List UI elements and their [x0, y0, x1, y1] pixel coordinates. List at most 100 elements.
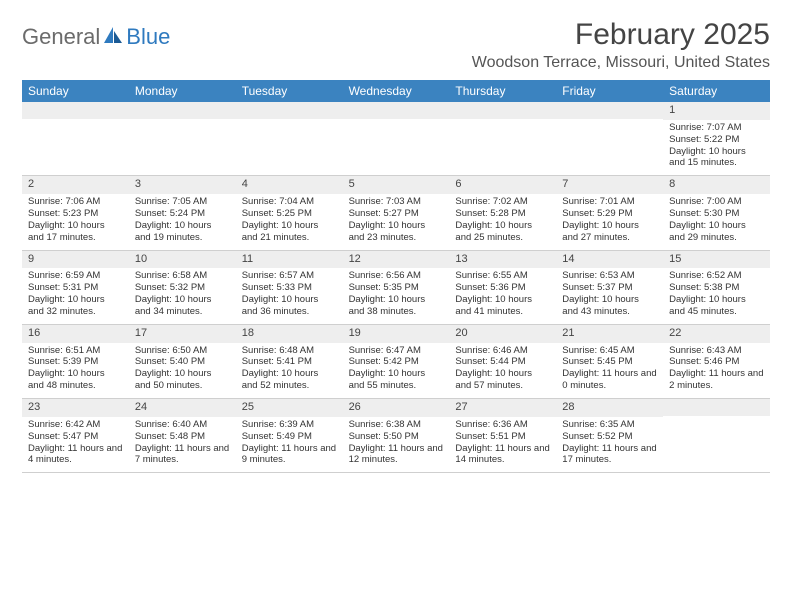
sunset-text: Sunset: 5:51 PM — [455, 431, 550, 443]
sunrise-text: Sunrise: 6:53 AM — [562, 270, 657, 282]
daylight-text: Daylight: 10 hours and 19 minutes. — [135, 220, 230, 244]
sunset-text: Sunset: 5:46 PM — [669, 356, 764, 368]
cell-body: Sunrise: 7:01 AMSunset: 5:29 PMDaylight:… — [556, 194, 663, 250]
sunset-text: Sunset: 5:36 PM — [455, 282, 550, 294]
sunrise-text: Sunrise: 6:40 AM — [135, 419, 230, 431]
sunset-text: Sunset: 5:49 PM — [242, 431, 337, 443]
daylight-text: Daylight: 11 hours and 2 minutes. — [669, 368, 764, 392]
cell-body: Sunrise: 6:36 AMSunset: 5:51 PMDaylight:… — [449, 417, 556, 473]
calendar-cell: 28Sunrise: 6:35 AMSunset: 5:52 PMDayligh… — [556, 399, 663, 472]
sunset-text: Sunset: 5:52 PM — [562, 431, 657, 443]
day-header-cell: Saturday — [663, 80, 770, 102]
daylight-text: Daylight: 10 hours and 50 minutes. — [135, 368, 230, 392]
logo-sail-icon — [102, 25, 124, 50]
sunset-text: Sunset: 5:45 PM — [562, 356, 657, 368]
cell-body: Sunrise: 6:38 AMSunset: 5:50 PMDaylight:… — [343, 417, 450, 473]
sunset-text: Sunset: 5:31 PM — [28, 282, 123, 294]
cell-body: Sunrise: 6:35 AMSunset: 5:52 PMDaylight:… — [556, 417, 663, 473]
cell-body — [129, 119, 236, 167]
sunset-text: Sunset: 5:42 PM — [349, 356, 444, 368]
sunrise-text: Sunrise: 6:45 AM — [562, 345, 657, 357]
sunrise-text: Sunrise: 6:59 AM — [28, 270, 123, 282]
sunset-text: Sunset: 5:44 PM — [455, 356, 550, 368]
sunset-text: Sunset: 5:48 PM — [135, 431, 230, 443]
daylight-text: Daylight: 10 hours and 38 minutes. — [349, 294, 444, 318]
day-number: 3 — [129, 176, 236, 194]
sunset-text: Sunset: 5:29 PM — [562, 208, 657, 220]
sunrise-text: Sunrise: 6:39 AM — [242, 419, 337, 431]
week-row: 2Sunrise: 7:06 AMSunset: 5:23 PMDaylight… — [22, 176, 770, 250]
calendar-cell — [236, 102, 343, 175]
day-number — [129, 102, 236, 119]
day-number: 4 — [236, 176, 343, 194]
daylight-text: Daylight: 10 hours and 41 minutes. — [455, 294, 550, 318]
sunrise-text: Sunrise: 6:35 AM — [562, 419, 657, 431]
day-number: 17 — [129, 325, 236, 343]
sunrise-text: Sunrise: 6:52 AM — [669, 270, 764, 282]
page-title: February 2025 — [472, 18, 770, 52]
location-label: Woodson Terrace, Missouri, United States — [472, 54, 770, 72]
day-header-cell: Sunday — [22, 80, 129, 102]
cell-body — [236, 119, 343, 167]
calendar-cell: 27Sunrise: 6:36 AMSunset: 5:51 PMDayligh… — [449, 399, 556, 472]
cell-body — [343, 119, 450, 167]
calendar-cell: 9Sunrise: 6:59 AMSunset: 5:31 PMDaylight… — [22, 251, 129, 324]
cell-body: Sunrise: 6:50 AMSunset: 5:40 PMDaylight:… — [129, 343, 236, 399]
sunset-text: Sunset: 5:35 PM — [349, 282, 444, 294]
daylight-text: Daylight: 11 hours and 0 minutes. — [562, 368, 657, 392]
calendar-cell: 7Sunrise: 7:01 AMSunset: 5:29 PMDaylight… — [556, 176, 663, 249]
sunrise-text: Sunrise: 7:05 AM — [135, 196, 230, 208]
calendar-cell: 25 Sunrise: 6:39 AMSunset: 5:49 PMDayligh… — [236, 399, 343, 472]
calendar-cell: 18Sunrise: 6:48 AMSunset: 5:41 PMDayligh… — [236, 325, 343, 398]
header: General Blue February 2025 Woodson Terra… — [22, 18, 770, 72]
calendar-cell: 19Sunrise: 6:47 AMSunset: 5:42 PMDayligh… — [343, 325, 450, 398]
calendar-cell: 5Sunrise: 7:03 AMSunset: 5:27 PMDaylight… — [343, 176, 450, 249]
sunset-text: Sunset: 5:50 PM — [349, 431, 444, 443]
calendar-cell: 2Sunrise: 7:06 AMSunset: 5:23 PMDaylight… — [22, 176, 129, 249]
cell-body: Sunrise: 6:47 AMSunset: 5:42 PMDaylight:… — [343, 343, 450, 399]
daylight-text: Daylight: 10 hours and 57 minutes. — [455, 368, 550, 392]
sunset-text: Sunset: 5:41 PM — [242, 356, 337, 368]
title-block: February 2025 Woodson Terrace, Missouri,… — [472, 18, 770, 72]
day-number: 24 — [129, 399, 236, 417]
sunset-text: Sunset: 5:37 PM — [562, 282, 657, 294]
sunset-text: Sunset: 5:47 PM — [28, 431, 123, 443]
day-number — [343, 102, 450, 119]
cell-body: Sunrise: 6:53 AMSunset: 5:37 PMDaylight:… — [556, 268, 663, 324]
day-number: 10 — [129, 251, 236, 269]
cell-body: Sunrise: 6:56 AMSunset: 5:35 PMDaylight:… — [343, 268, 450, 324]
calendar-cell: 17Sunrise: 6:50 AMSunset: 5:40 PMDayligh… — [129, 325, 236, 398]
calendar-cell: 1Sunrise: 7:07 AMSunset: 5:22 PMDaylight… — [663, 102, 770, 175]
cell-body: Sunrise: 6:42 AMSunset: 5:47 PMDaylight:… — [22, 417, 129, 473]
cell-body: Sunrise: 6:45 AMSunset: 5:45 PMDaylight:… — [556, 343, 663, 399]
calendar-cell: 6Sunrise: 7:02 AMSunset: 5:28 PMDaylight… — [449, 176, 556, 249]
day-number: 12 — [343, 251, 450, 269]
cell-body: Sunrise: 6:58 AMSunset: 5:32 PMDaylight:… — [129, 268, 236, 324]
daylight-text: Daylight: 10 hours and 43 minutes. — [562, 294, 657, 318]
day-number: 13 — [449, 251, 556, 269]
weeks-container: 1Sunrise: 7:07 AMSunset: 5:22 PMDaylight… — [22, 102, 770, 473]
day-number: 18 — [236, 325, 343, 343]
week-row: 23Sunrise: 6:42 AMSunset: 5:47 PMDayligh… — [22, 399, 770, 473]
calendar-cell — [556, 102, 663, 175]
day-number — [556, 102, 663, 119]
day-number: 25 — [236, 399, 343, 417]
calendar-cell — [449, 102, 556, 175]
daylight-text: Daylight: 10 hours and 17 minutes. — [28, 220, 123, 244]
day-number — [236, 102, 343, 119]
sunset-text: Sunset: 5:33 PM — [242, 282, 337, 294]
day-number: 11 — [236, 251, 343, 269]
day-header-row: Sunday Monday Tuesday Wednesday Thursday… — [22, 80, 770, 102]
calendar-cell: 12Sunrise: 6:56 AMSunset: 5:35 PMDayligh… — [343, 251, 450, 324]
day-header-cell: Wednesday — [343, 80, 450, 102]
sunrise-text: Sunrise: 6:46 AM — [455, 345, 550, 357]
calendar-cell: 22Sunrise: 6:43 AMSunset: 5:46 PMDayligh… — [663, 325, 770, 398]
daylight-text: Daylight: 11 hours and 9 minutes. — [242, 443, 337, 467]
sunset-text: Sunset: 5:38 PM — [669, 282, 764, 294]
logo-text-blue: Blue — [126, 24, 170, 50]
cell-body: Sunrise: 6:48 AMSunset: 5:41 PMDaylight:… — [236, 343, 343, 399]
cell-body: Sunrise: 7:07 AMSunset: 5:22 PMDaylight:… — [663, 120, 770, 176]
day-number: 21 — [556, 325, 663, 343]
daylight-text: Daylight: 11 hours and 7 minutes. — [135, 443, 230, 467]
sunset-text: Sunset: 5:25 PM — [242, 208, 337, 220]
